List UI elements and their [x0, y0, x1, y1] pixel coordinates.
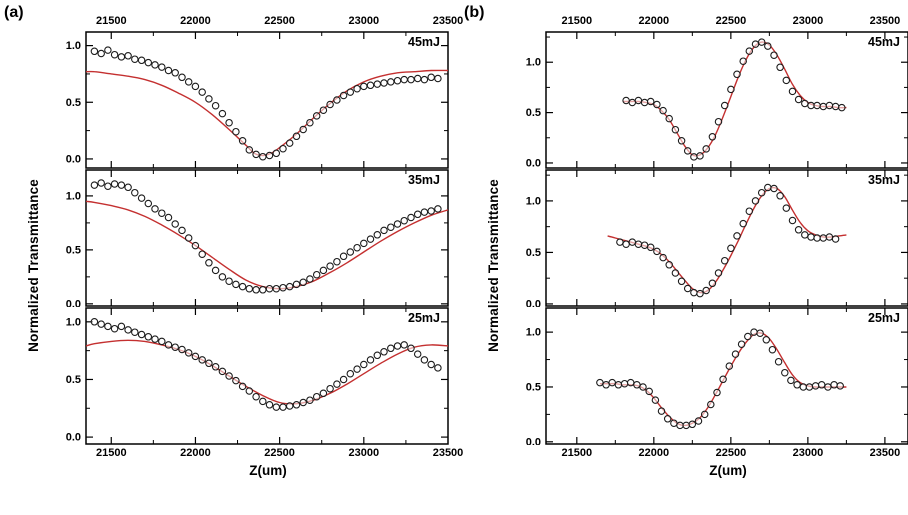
svg-text:1.0: 1.0: [526, 195, 541, 207]
panel-a-chart-25mj: 0.0 0.5 1.0: [66, 307, 449, 445]
x-tick-label: 21500: [96, 447, 127, 459]
energy-label-25mj: 25mJ: [868, 311, 900, 325]
x-tick-label: 22000: [180, 447, 211, 459]
svg-text:0.0: 0.0: [66, 153, 81, 165]
svg-text:1.0: 1.0: [526, 327, 541, 339]
x-tick-label: 23500: [432, 447, 464, 459]
svg-text:1.0: 1.0: [526, 57, 541, 69]
x-tick-label: 23500: [869, 15, 901, 27]
x-tick-label: 23000: [348, 447, 380, 459]
panel-b-subplot-25mj: 0.0 0.5 1.0 25mJ: [510, 307, 908, 445]
x-tick-label: 23500: [869, 447, 901, 459]
panel-b-top-axis-ticks: 21500 22000 22500 23000 23500: [510, 15, 908, 31]
panel-b-subplot-45mj: 0.0 0.5 1.0 45mJ: [510, 31, 908, 169]
svg-text:0.0: 0.0: [526, 436, 541, 445]
x-tick-label: 23500: [432, 15, 464, 27]
energy-label-45mj: 45mJ: [868, 35, 900, 49]
x-tick-label: 22500: [264, 447, 295, 459]
x-tick-label: 21500: [96, 15, 127, 27]
panel-b-chart-25mj: 0.0 0.5 1.0: [526, 307, 908, 445]
svg-text:0.0: 0.0: [66, 298, 81, 307]
svg-text:0.5: 0.5: [66, 244, 81, 256]
panel-a-y-axis-label: Normalized Transmittance: [26, 179, 41, 352]
panel-a-chart-45mj: 0.0 0.5 1.0: [66, 31, 449, 169]
panel-a-subplot-45mj: 0.0 0.5 1.0 45mJ: [50, 31, 450, 169]
x-tick-label: 23000: [792, 447, 824, 459]
panel-a-top-axis-ticks: 21500 22000 22500 23000 23500: [50, 15, 463, 31]
svg-text:0.0: 0.0: [66, 432, 81, 444]
panel-a-chart-35mj: 0.0 0.5 1.0: [66, 169, 449, 307]
panel-b-chart-45mj: 0.0 0.5 1.0: [526, 31, 908, 169]
svg-text:1.0: 1.0: [66, 190, 81, 202]
x-tick-label: 23000: [348, 15, 380, 27]
panel-b: (b) Normalized Transmittance 21500 22000 2…: [460, 0, 908, 515]
panel-b-x-axis-label: Z(um): [709, 463, 747, 478]
svg-text:1.0: 1.0: [66, 40, 81, 52]
svg-text:0.5: 0.5: [526, 247, 541, 259]
panel-b-bottom-axis-ticks: 21500 22000 22500 23000 23500: [510, 445, 908, 460]
panel-a-subplot-35mj: 0.0 0.5 1.0 35mJ: [50, 169, 450, 307]
svg-text:0.5: 0.5: [66, 374, 81, 386]
panel-b-y-axis-label: Normalized Transmittance: [486, 179, 501, 352]
x-tick-label: 21500: [561, 447, 593, 459]
panel-a-ylabel-wrap: Normalized Transmittance: [26, 16, 50, 515]
panel-a: (a) Normalized Transmittance 21500 22000 2…: [0, 0, 464, 515]
panel-a-bottom-axis-ticks: 21500 22000 22500 23000 23500: [50, 445, 463, 460]
energy-label-45mj: 45mJ: [408, 35, 440, 49]
svg-text:0.5: 0.5: [66, 97, 81, 109]
x-tick-label: 22500: [715, 447, 747, 459]
energy-label-35mj: 35mJ: [868, 173, 900, 187]
svg-text:0.0: 0.0: [526, 157, 541, 169]
panel-a-subplot-25mj: 0.0 0.5 1.0 25mJ: [50, 307, 450, 445]
x-tick-label: 22000: [638, 447, 670, 459]
panel-b-chart-35mj: 0.0 0.5 1.0: [526, 169, 908, 307]
panel-b-subplot-35mj: 0.0 0.5 1.0 35mJ: [510, 169, 908, 307]
x-tick-label: 22500: [715, 15, 747, 27]
panel-a-plots-column: 21500 22000 22500 23000 23500 0.0 0.5 1.0 45mJ…: [50, 15, 464, 515]
panel-b-label: (b): [464, 4, 485, 21]
x-tick-label: 22000: [180, 15, 211, 27]
energy-label-35mj: 35mJ: [408, 173, 440, 187]
x-tick-label: 22000: [638, 15, 670, 27]
x-tick-label: 23000: [792, 15, 824, 27]
energy-label-25mj: 25mJ: [408, 311, 440, 325]
svg-text:0.5: 0.5: [526, 381, 541, 393]
panel-a-label: (a): [4, 4, 24, 21]
svg-text:0.5: 0.5: [526, 107, 541, 119]
panel-a-x-axis-label: Z(um): [249, 463, 287, 478]
panel-b-ylabel-wrap: Normalized Transmittance: [486, 16, 510, 515]
svg-text:1.0: 1.0: [66, 316, 81, 328]
x-tick-label: 22500: [264, 15, 295, 27]
x-tick-label: 21500: [561, 15, 593, 27]
svg-text:0.0: 0.0: [526, 298, 541, 307]
panel-b-plots-column: 21500 22000 22500 23000 23500 0.0 0.5 1.0 45mJ…: [510, 15, 908, 515]
